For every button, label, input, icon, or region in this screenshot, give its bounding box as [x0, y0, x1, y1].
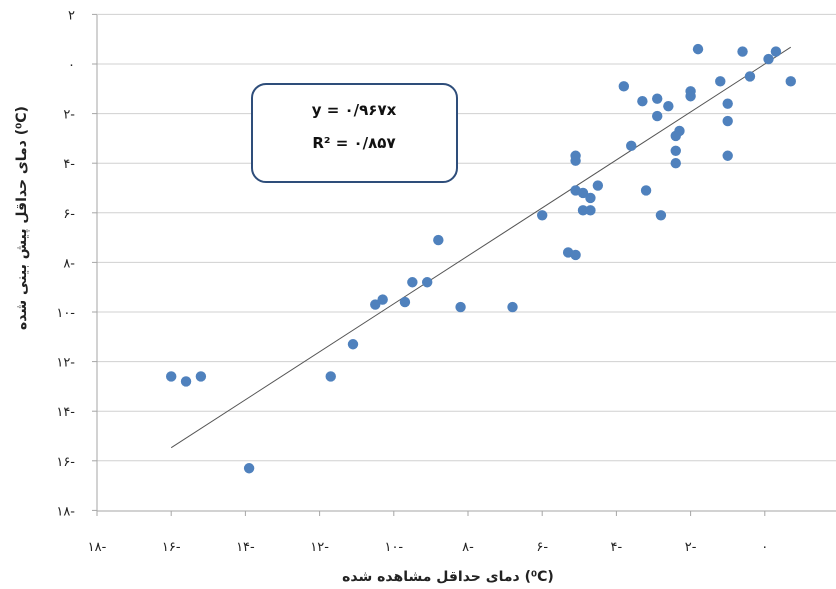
y-tick-label-6: ۶-: [63, 207, 75, 222]
data-point-25: [618, 81, 630, 92]
data-point-19: [570, 155, 581, 166]
data-point-3: [243, 463, 255, 474]
x-tick-label-6: ۶-: [536, 540, 548, 555]
data-point-16: [570, 249, 581, 261]
data-point-14: [537, 210, 548, 221]
r-squared-text: R² = ۰/۸۵۷: [312, 134, 395, 152]
data-point-48: [785, 76, 796, 87]
equation-box-frame: [251, 83, 458, 183]
y-tick-label-5: ۸-: [63, 256, 75, 271]
x-tick-label-2: ۱۴-: [236, 540, 255, 555]
y-tick-label-3: ۱۲-: [56, 356, 75, 371]
x-tick-label-5: ۸-: [462, 540, 474, 555]
x-axis-title: دمای حداقل مشاهده شده (⁰C): [342, 569, 554, 585]
data-point-28: [640, 185, 652, 196]
y-tick-label-8: ۲-: [63, 108, 75, 123]
data-point-38: [685, 91, 696, 102]
data-point-31: [655, 210, 667, 221]
data-point-22: [585, 205, 596, 216]
data-point-41: [722, 98, 733, 109]
x-tick-label-7: ۴-: [611, 540, 623, 555]
data-point-45: [744, 71, 756, 82]
data-point-23: [585, 192, 596, 204]
data-point-47: [770, 46, 782, 57]
y-tick-label-10: ۲: [68, 8, 75, 23]
data-point-46: [763, 53, 774, 65]
data-point-11: [433, 234, 444, 246]
data-point-2: [195, 371, 207, 382]
x-tick-label-9: ۰: [761, 540, 768, 555]
data-point-4: [325, 371, 336, 382]
y-tick-label-1: ۱۶-: [56, 455, 75, 470]
y-tick-label-7: ۴-: [63, 157, 75, 172]
data-point-43: [722, 150, 733, 161]
y-tick-label-2: ۱۴-: [56, 405, 75, 420]
x-tick-label-8: ۲-: [685, 540, 697, 555]
data-point-6: [370, 299, 381, 310]
data-point-12: [455, 301, 466, 313]
equation-text: y = ۰/۹۶۷x: [312, 101, 397, 119]
data-point-8: [399, 296, 411, 308]
data-point-10: [421, 277, 433, 288]
equation-box: y = ۰/۹۶۷x R² = ۰/۸۵۷: [251, 83, 458, 183]
data-point-44: [737, 46, 748, 57]
data-point-5: [347, 339, 359, 350]
data-point-20: [577, 187, 589, 199]
gridlines: [97, 13, 836, 462]
y-tick-label-0: ۱۸-: [56, 504, 75, 519]
data-point-21: [577, 205, 589, 216]
data-point-7: [377, 294, 388, 305]
data-point-42: [722, 115, 733, 127]
data-point-0: [166, 371, 177, 382]
y-tick-labels: ۱۸- ۱۶- ۱۴- ۱۲- ۱۰- ۸- ۶- ۴- ۲- ۰ ۲: [56, 8, 97, 519]
data-point-39: [692, 43, 704, 55]
data-point-29: [652, 93, 663, 104]
data-point-27: [637, 96, 648, 107]
data-point-9: [407, 277, 418, 288]
data-points: [166, 43, 796, 474]
x-tick-label-3: ۱۲-: [310, 540, 329, 555]
data-point-24: [592, 180, 604, 191]
trendline-group: [170, 46, 792, 449]
data-point-35: [670, 158, 681, 169]
data-point-26: [626, 140, 637, 152]
data-point-32: [663, 100, 674, 112]
y-axis-title: دمای حداقل پیش بینی شده (⁰C): [14, 106, 30, 330]
axes: [96, 15, 836, 512]
y-tick-label-4: ۱۰-: [56, 306, 75, 321]
x-tick-label-4: ۱۰-: [384, 540, 403, 555]
x-tick-labels: ۱۸- ۱۶- ۱۴- ۱۲- ۱۰- ۸- ۶- ۴- ۲- ۰: [88, 511, 768, 555]
data-point-30: [652, 110, 663, 122]
x-tick-label-1: ۱۶-: [162, 540, 181, 555]
data-point-34: [670, 145, 681, 156]
data-point-40: [715, 76, 726, 87]
data-point-13: [507, 301, 518, 313]
data-point-36: [674, 125, 685, 137]
x-tick-label-0: ۱۸-: [88, 540, 107, 555]
trendline: [170, 46, 792, 449]
data-point-1: [180, 376, 192, 387]
y-tick-label-9: ۰: [68, 58, 75, 73]
